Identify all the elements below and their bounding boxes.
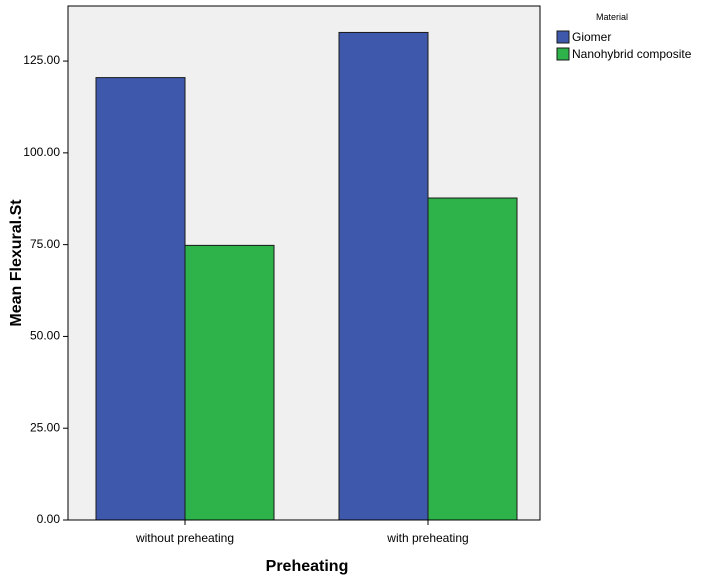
legend-title: Material bbox=[596, 12, 628, 22]
x-axis-title: Preheating bbox=[266, 558, 349, 575]
bar-giomer-with-preheating bbox=[338, 31, 429, 521]
x-tick-label: without preheating bbox=[135, 531, 234, 545]
y-tick-label: 0.00 bbox=[37, 512, 61, 526]
bar-nanohybrid-composite-without-preheating bbox=[184, 244, 275, 521]
x-tick-label: with preheating bbox=[386, 531, 468, 545]
bar-nanohybrid-composite-with-preheating bbox=[427, 197, 518, 521]
x-ticks: without preheating with preheating bbox=[135, 520, 469, 545]
y-ticks: 0.00 25.00 50.00 75.00 100.00 125.00 bbox=[23, 53, 68, 526]
y-axis-title: Mean Flexural.St bbox=[8, 199, 25, 327]
legend: Material Giomer Nanohybrid composite bbox=[556, 12, 692, 61]
y-tick-label: 50.00 bbox=[30, 329, 60, 343]
y-tick-label: 125.00 bbox=[23, 53, 60, 67]
y-tick-label: 25.00 bbox=[30, 420, 60, 434]
bars-layer bbox=[95, 31, 518, 521]
y-tick-label: 75.00 bbox=[30, 237, 60, 251]
legend-entries: Giomer Nanohybrid composite bbox=[556, 30, 692, 61]
legend-swatch bbox=[556, 47, 570, 61]
y-tick-label: 100.00 bbox=[23, 145, 60, 159]
legend-label: Giomer bbox=[572, 30, 611, 44]
bar-giomer-without-preheating bbox=[95, 77, 186, 521]
legend-swatch bbox=[556, 30, 570, 44]
legend-label: Nanohybrid composite bbox=[572, 47, 692, 61]
